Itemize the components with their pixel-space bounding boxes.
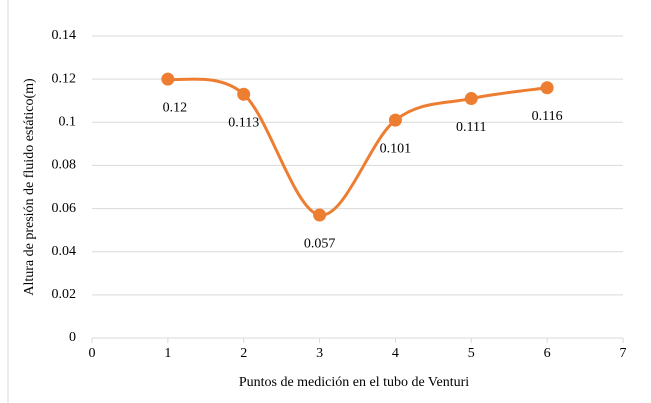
series-line <box>167 77 548 217</box>
y-tick-label: 0.1 <box>59 115 77 130</box>
x-tick-label: 5 <box>468 346 475 361</box>
marker <box>388 113 402 127</box>
x-tick-label: 2 <box>240 346 247 361</box>
data-label: 0.113 <box>228 115 259 130</box>
marker <box>161 72 175 86</box>
y-tick-label: 0.08 <box>52 158 77 173</box>
data-label: 0.116 <box>532 109 563 124</box>
marker <box>313 208 327 222</box>
data-label: 0.101 <box>380 141 412 156</box>
y-tick-label: 0.12 <box>52 71 77 86</box>
x-tick-label: 3 <box>316 346 323 361</box>
marker <box>540 81 554 95</box>
marker <box>464 92 478 106</box>
y-tick-label: 0.06 <box>52 201 77 216</box>
y-tick-label: 0 <box>69 330 76 345</box>
x-tick-label: 6 <box>544 346 551 361</box>
y-axis-label: Altura de presión de fluido estático(m) <box>22 78 37 296</box>
y-tick-label: 0.02 <box>52 287 77 302</box>
y-tick-label: 0.04 <box>52 244 77 259</box>
x-tick-label: 7 <box>620 346 627 361</box>
x-tick-label: 1 <box>164 346 171 361</box>
y-tick-label: 0.14 <box>52 28 77 43</box>
data-label: 0.111 <box>456 120 486 135</box>
data-label: 0.057 <box>304 236 336 251</box>
x-tick-label: 4 <box>392 346 399 361</box>
x-tick-label: 0 <box>89 346 96 361</box>
marker <box>237 87 251 101</box>
data-label: 0.12 <box>163 100 188 115</box>
x-axis-label: Puntos de medición en el tubo de Venturi <box>239 375 469 390</box>
